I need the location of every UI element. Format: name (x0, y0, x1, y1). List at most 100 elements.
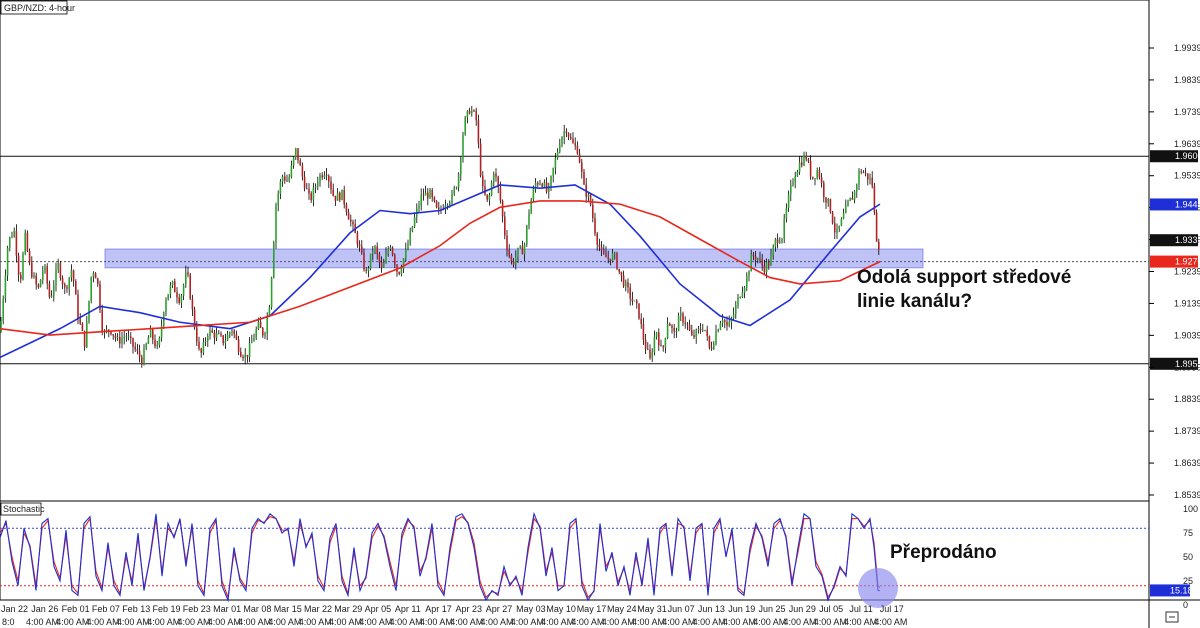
candle-body (567, 133, 570, 137)
candle-body (336, 192, 339, 201)
candle-body (235, 334, 238, 340)
candle-body (176, 292, 178, 298)
candle-body (418, 205, 420, 209)
date-label: Feb 01 (62, 604, 90, 614)
candle-body (200, 348, 202, 353)
candle-body (515, 256, 517, 265)
candle-body (673, 328, 675, 332)
candle-body (237, 339, 240, 352)
candle-body (688, 324, 691, 331)
candle-body (255, 328, 257, 338)
candle-body (644, 339, 647, 349)
candle-body (281, 176, 284, 182)
date-label: Jun 25 (759, 604, 786, 614)
candle-body (218, 333, 220, 334)
main-panel[interactable] (0, 0, 1150, 502)
candle-body (259, 321, 262, 328)
support-zone[interactable] (104, 248, 924, 269)
price-tick-label: 1.9239 (1174, 267, 1200, 277)
candle-body (581, 162, 583, 172)
candle-body (761, 258, 763, 266)
candle-body (517, 247, 519, 257)
candle-body (77, 294, 79, 320)
candle-body (295, 148, 297, 158)
date-label: Jul 17 (880, 604, 904, 614)
stochastic-tick-label: 25 (1183, 576, 1193, 586)
candle-body (508, 250, 510, 256)
stochastic-value-tag-label: 15.18 (1170, 585, 1193, 595)
price-tag-label: 1.9337 (1175, 235, 1200, 245)
level-tag-bg (1150, 357, 1198, 370)
date-label: Feb 13 (122, 604, 150, 614)
candle-body (352, 221, 354, 225)
candle-body (521, 246, 524, 255)
candle-body (611, 253, 614, 262)
candle-body (473, 110, 475, 112)
time-label: 4:00 AM (450, 617, 483, 627)
candle-body (125, 336, 128, 338)
price-tick-label: 1.8939 (1174, 362, 1200, 372)
candle-body (739, 297, 741, 298)
date-label: Mar 08 (243, 604, 271, 614)
candle-body (167, 294, 169, 301)
candle-body (391, 247, 394, 256)
candle-body (598, 244, 601, 248)
settings-icon[interactable] (1165, 611, 1179, 623)
candle-body (143, 348, 145, 365)
time-label: 4:00 AM (814, 617, 847, 627)
date-label: Feb 23 (183, 604, 211, 614)
candle-body (607, 257, 609, 259)
date-label: Mar 01 (213, 604, 241, 614)
candle-body (48, 283, 51, 297)
candle-body (748, 271, 750, 276)
candle-body (226, 334, 229, 341)
candle-body (231, 330, 233, 333)
date-label: Apr 05 (365, 604, 392, 614)
candle-body (838, 225, 840, 229)
candle-body (37, 284, 40, 288)
price-tick-label: 1.9639 (1174, 139, 1200, 149)
time-label: 4:00 AM (632, 617, 665, 627)
candle-body (541, 184, 543, 187)
candle-body (565, 131, 568, 134)
candle-body (510, 255, 513, 262)
candle-body (856, 184, 858, 192)
candle-body (251, 341, 253, 344)
candle-body (31, 262, 33, 278)
price-tick-label: 1.9039 (1174, 330, 1200, 340)
candle-body (288, 177, 290, 182)
time-label: 4:00 AM (87, 617, 120, 627)
candle-body (367, 268, 370, 271)
stochastic-k-line (0, 511, 880, 603)
candle-body (592, 204, 594, 219)
candle-body (754, 256, 757, 261)
candle-body (385, 254, 387, 263)
candle-body (244, 354, 246, 359)
candle-body (149, 328, 152, 338)
date-label: Jun 29 (789, 604, 816, 614)
date-label: Mar 22 (304, 604, 332, 614)
candle-body (407, 244, 409, 250)
candle-body (215, 333, 218, 338)
candle-body (182, 285, 185, 296)
time-label: 4:00 AM (511, 617, 544, 627)
stochastic-panel[interactable] (0, 500, 1150, 601)
candle-body (576, 145, 579, 154)
candle-body (6, 247, 9, 276)
candle-body (675, 331, 678, 332)
stochastic-value-tag-bg (1150, 584, 1190, 597)
candle-body (466, 110, 469, 118)
candle-body (550, 176, 552, 187)
candle-body (66, 287, 68, 289)
candle-body (655, 332, 658, 337)
candle-body (853, 191, 856, 200)
time-label: 4:00 AM (784, 617, 817, 627)
candle-body (154, 339, 156, 347)
candle-body (600, 247, 603, 250)
candle-body (299, 160, 301, 166)
price-tick-label: 1.9939 (1174, 43, 1200, 53)
candle-body (629, 287, 631, 299)
candle-body (851, 197, 854, 200)
candle-body (539, 184, 541, 185)
